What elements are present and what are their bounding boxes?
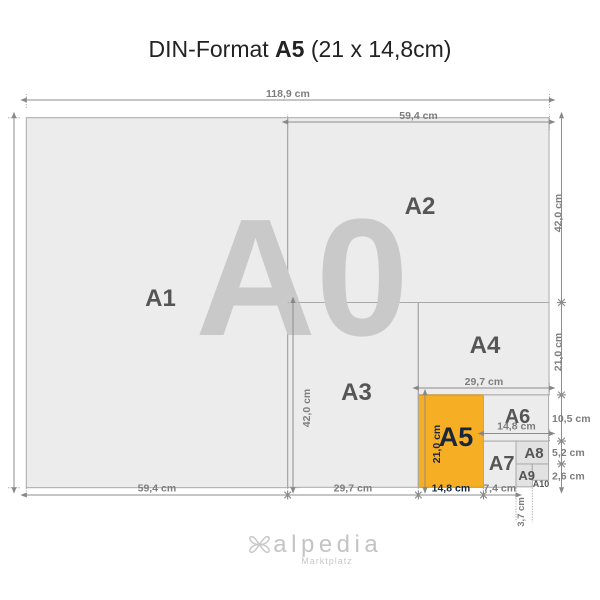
svg-text:A8: A8 [524, 445, 543, 462]
svg-text:7,4 cm: 7,4 cm [483, 483, 516, 495]
svg-text:2,6 cm: 2,6 cm [552, 471, 585, 483]
svg-text:5,2 cm: 5,2 cm [552, 447, 585, 459]
svg-text:42,0 cm: 42,0 cm [301, 389, 313, 428]
svg-text:A4: A4 [470, 332, 501, 359]
svg-text:59,4 cm: 59,4 cm [399, 110, 438, 122]
svg-text:A0: A0 [195, 185, 408, 371]
svg-text:Marktplatz: Marktplatz [301, 556, 353, 566]
svg-text:A1: A1 [145, 285, 176, 312]
svg-text:29,7 cm: 29,7 cm [465, 376, 504, 388]
svg-text:3,7 cm: 3,7 cm [516, 497, 527, 527]
svg-text:21,0 cm: 21,0 cm [553, 333, 565, 372]
svg-text:A3: A3 [341, 379, 372, 406]
svg-text:14,8 cm: 14,8 cm [497, 421, 536, 433]
svg-text:A10: A10 [533, 479, 550, 489]
svg-text:A2: A2 [405, 193, 436, 220]
svg-text:14,8 cm: 14,8 cm [432, 483, 471, 495]
svg-text:59,4 cm: 59,4 cm [138, 483, 177, 495]
svg-text:29,7 cm: 29,7 cm [334, 483, 373, 495]
svg-text:10,5 cm: 10,5 cm [552, 413, 591, 425]
svg-text:alpedia: alpedia [273, 531, 382, 558]
svg-text:21,0 cm: 21,0 cm [431, 425, 443, 464]
svg-text:118,9 cm: 118,9 cm [266, 88, 310, 100]
svg-text:A7: A7 [489, 453, 515, 475]
svg-text:A5: A5 [439, 422, 474, 452]
svg-text:42,0 cm: 42,0 cm [553, 194, 565, 233]
